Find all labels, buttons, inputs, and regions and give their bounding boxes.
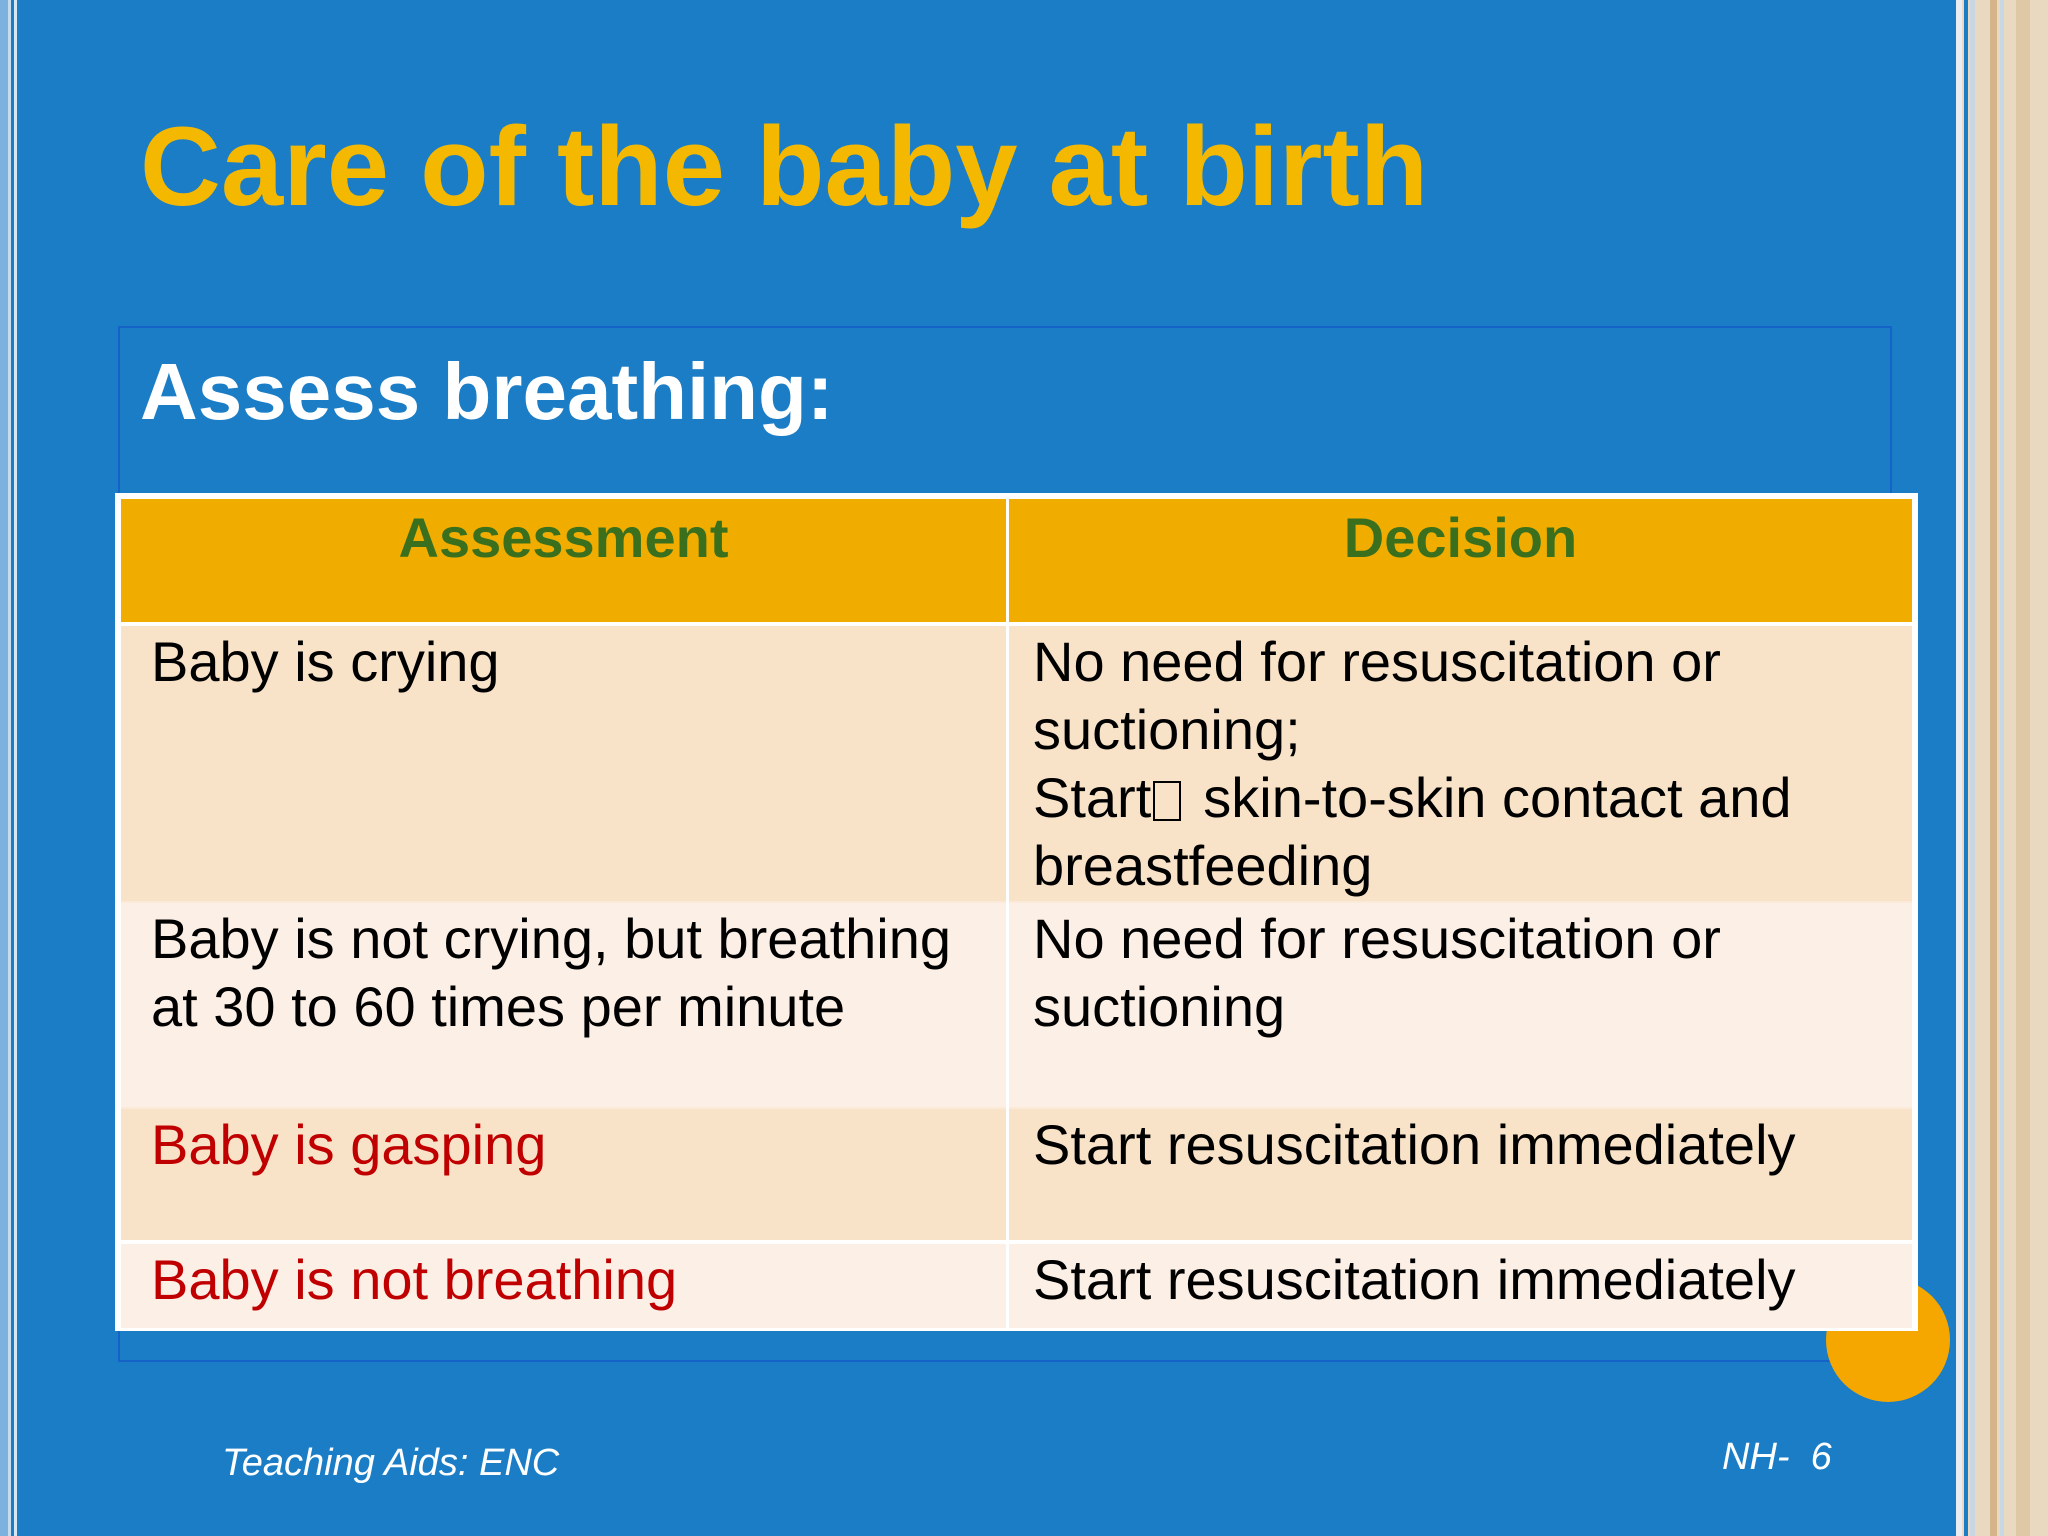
decision-cell: No need for resuscitation or suctioning;… <box>1006 621 1915 902</box>
right-border-stripe <box>2000 0 2004 1536</box>
decision-cell: Start resuscitation immediately <box>1006 1239 1915 1328</box>
decision-text: skin-to-skin contact and <box>1203 766 1792 830</box>
left-border-stripe <box>8 0 11 1536</box>
slide-title: Care of the baby at birth <box>140 104 1429 229</box>
decision-text: Start <box>1033 766 1152 830</box>
table-header-row: Assessment Decision <box>118 496 1915 625</box>
decision-text: No need for resuscitation or <box>1033 906 1721 970</box>
decision-text: Start resuscitation immediately <box>1033 1112 1796 1176</box>
right-border-stripe <box>1964 0 1968 1536</box>
assessment-table: Assessment Decision Baby is crying No ne… <box>118 496 1915 1328</box>
decision-text-line: Start skin-to-skin contact and <box>1033 764 1902 832</box>
table-row: Baby is not breathing Start resuscitatio… <box>118 1239 1915 1328</box>
right-border-stripe <box>1956 0 1962 1536</box>
column-header-decision: Decision <box>1006 496 1915 625</box>
assessment-cell: Baby is not crying, but breathing at 30 … <box>118 900 1009 1108</box>
table-row: Baby is gasping Start resuscitation imme… <box>118 1106 1915 1242</box>
right-border-stripe <box>1990 0 1997 1536</box>
missing-glyph-icon <box>1153 781 1182 822</box>
assessment-cell: Baby is not breathing <box>118 1239 1009 1328</box>
decision-text: breastfeeding <box>1033 834 1373 898</box>
decision-text: suctioning <box>1033 975 1286 1039</box>
assessment-text: Baby is crying <box>151 629 500 693</box>
assessment-text: at 30 to 60 times per minute <box>151 975 846 1039</box>
table-row: Baby is not crying, but breathing at 30 … <box>118 900 1915 1108</box>
assessment-text: Baby is not crying, but breathing <box>151 906 952 970</box>
decision-cell: Start resuscitation immediately <box>1006 1106 1915 1242</box>
left-border-stripe <box>14 0 17 1536</box>
decision-cell: No need for resuscitation or suctioning <box>1006 900 1915 1108</box>
right-border-stripe <box>2016 0 2030 1536</box>
assessment-cell: Baby is crying <box>118 621 1009 902</box>
slide-subtitle: Assess breathing: <box>140 347 834 436</box>
assessment-text-warning: Baby is gasping <box>151 1112 547 1176</box>
decision-text: suctioning; <box>1033 697 1301 761</box>
footer-slide-number: NH- 6 <box>1722 1436 1832 1478</box>
decision-text: No need for resuscitation or <box>1033 629 1721 693</box>
assessment-text-warning: Baby is not breathing <box>151 1247 678 1311</box>
left-border-stripe <box>0 0 8 1536</box>
assessment-cell: Baby is gasping <box>118 1106 1009 1242</box>
table-row: Baby is crying No need for resuscitation… <box>118 621 1915 902</box>
column-header-assessment: Assessment <box>118 496 1009 625</box>
right-border-stripe <box>1970 0 1975 1536</box>
decision-text: Start resuscitation immediately <box>1033 1247 1796 1311</box>
footer-source: Teaching Aids: ENC <box>222 1442 560 1484</box>
